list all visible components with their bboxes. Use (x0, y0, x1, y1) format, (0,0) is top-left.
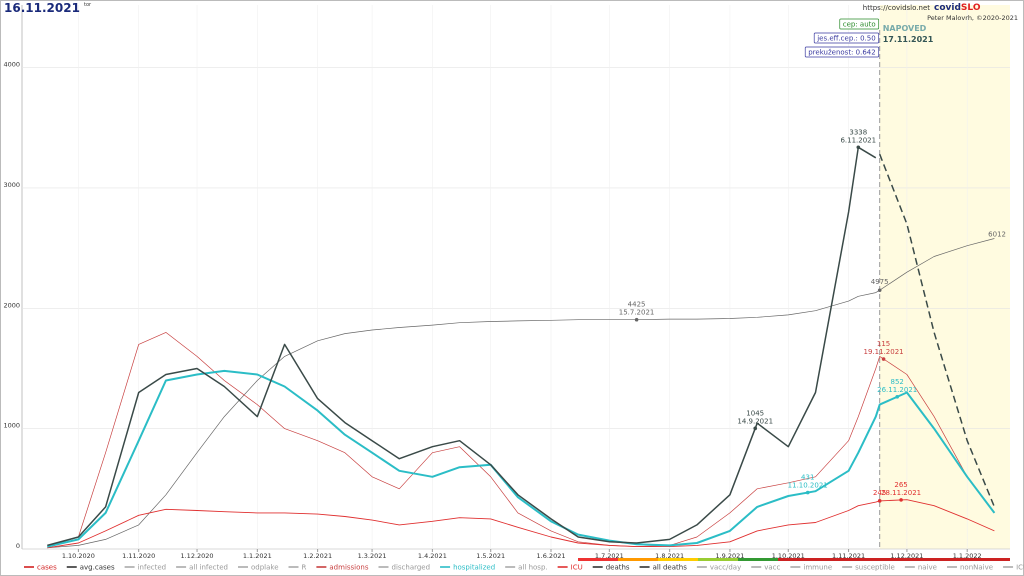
x-tick-label: 1.12.2020 (180, 552, 213, 560)
legend-label: hospitalized (453, 564, 495, 572)
phase-strip (618, 558, 658, 561)
annotation-date: 15.7.2021 (619, 309, 655, 317)
series-line (879, 153, 996, 508)
phase-strip (778, 558, 1010, 561)
annotation-value: 4425 (628, 301, 646, 309)
y-tick-label: 2000 (3, 301, 20, 309)
legend-label: avg.cases (80, 564, 115, 572)
annotation-value: 3338 (849, 128, 867, 136)
series-line (47, 499, 995, 549)
series-line (47, 369, 996, 548)
x-tick-label: 1.9.2021 (715, 552, 744, 560)
forecast-label: NAPOVED (883, 24, 927, 33)
legend-label: admissions (329, 564, 368, 572)
setting-text: prekuženost: 0.642 (808, 49, 875, 57)
label-point (634, 317, 639, 322)
phase-strip (658, 558, 698, 561)
legend-label: all deaths (653, 564, 688, 572)
x-tick-label: 1.8.2021 (655, 552, 684, 560)
annotation-date: 19.11.2021 (864, 348, 904, 356)
label-point (881, 357, 886, 361)
x-tick-label: 1.12.2021 (890, 552, 923, 560)
legend-label: nonNaive (960, 564, 993, 572)
y-tick-label: 0 (16, 542, 20, 550)
y-tick-label: 3000 (3, 181, 20, 189)
legend-label: ICU in (1016, 564, 1024, 572)
phase-strip (578, 558, 618, 561)
legend-label: infected (138, 564, 167, 572)
title: 16.11.2021 (4, 1, 80, 15)
label-point (856, 145, 861, 150)
forecast-date: 17.11.2021 (883, 35, 934, 44)
annotation-date: 26.11.2021 (877, 386, 917, 394)
label-point (899, 498, 903, 502)
brand-a: covid (934, 3, 961, 13)
x-tick-label: 1.6.2021 (537, 552, 566, 560)
x-tick-label: 1.11.2020 (122, 552, 155, 560)
series-line (47, 146, 877, 547)
x-tick-label: 1.10.2020 (62, 552, 95, 560)
x-tick-label: 1.11.2021 (832, 552, 865, 560)
x-tick-label: 1.2.2021 (303, 552, 332, 560)
annotation-date: 14.9.2021 (737, 417, 773, 425)
setting-box (839, 18, 880, 30)
legend-label: deaths (606, 564, 630, 572)
x-tick-label: 1.7.2021 (595, 552, 624, 560)
url: https://covidslo.net (863, 4, 930, 12)
phase-strip (738, 558, 778, 561)
x-tick-label: 1.5.2021 (476, 552, 505, 560)
annotation-date: 11.10.2021 (788, 482, 828, 490)
legend-label: all hosp. (518, 564, 547, 572)
x-tick-label: 1.4.2021 (418, 552, 447, 560)
annotation-value: 431 (801, 474, 814, 482)
series-line (47, 238, 995, 549)
title-sup: tor (84, 2, 92, 8)
legend-label: odplake (251, 564, 279, 572)
y-tick-label: 4000 (3, 61, 20, 69)
brand-b: SLO (961, 3, 981, 13)
legend-label: susceptible (855, 564, 895, 572)
annotation-value: 1045 (746, 409, 764, 417)
x-tick-label: 1.10.2021 (772, 552, 805, 560)
legend-label: discharged (392, 564, 431, 572)
label-point (877, 499, 882, 503)
annotation-date: 6.11.2021 (840, 136, 876, 144)
author: Peter Malovrh, ©2020-2021 (927, 14, 1018, 22)
legend-label: vacc (764, 564, 780, 572)
legend-label: vacc/day (710, 564, 741, 572)
forecast-area (879, 5, 1010, 549)
setting-box (813, 32, 880, 44)
x-tick-label: 1.1.2021 (243, 552, 272, 560)
annotation-date: 28.11.2021 (881, 489, 921, 497)
annotation-value: 6012 (988, 230, 1006, 238)
legend-label: naive (918, 564, 937, 572)
brand: covidSLO (934, 3, 981, 13)
x-tick-label: 1.1.2022 (953, 552, 982, 560)
setting-text: jes.eff.cep.: 0.50 (816, 35, 875, 43)
annotation-value: 115 (877, 340, 890, 348)
annotation-value: 852 (891, 378, 904, 386)
legend-label: immune (803, 564, 832, 572)
label-point (895, 395, 899, 399)
label-point (805, 490, 810, 495)
label-point (753, 426, 758, 431)
legend-label: all infected (189, 564, 228, 572)
annotation-value: 245 (873, 489, 886, 497)
y-tick-label: 1000 (3, 422, 20, 430)
label-point (877, 288, 882, 293)
annotation-value: 4975 (871, 278, 889, 286)
annotation-value: 265 (894, 481, 907, 489)
phase-strip (698, 558, 738, 561)
legend-label: cases (37, 564, 57, 572)
setting-box (804, 46, 880, 58)
legend-label: R (302, 564, 307, 572)
x-tick-label: 1.3.2021 (358, 552, 387, 560)
legend-label: ICU (571, 564, 583, 572)
setting-text: cep: auto (843, 21, 876, 29)
